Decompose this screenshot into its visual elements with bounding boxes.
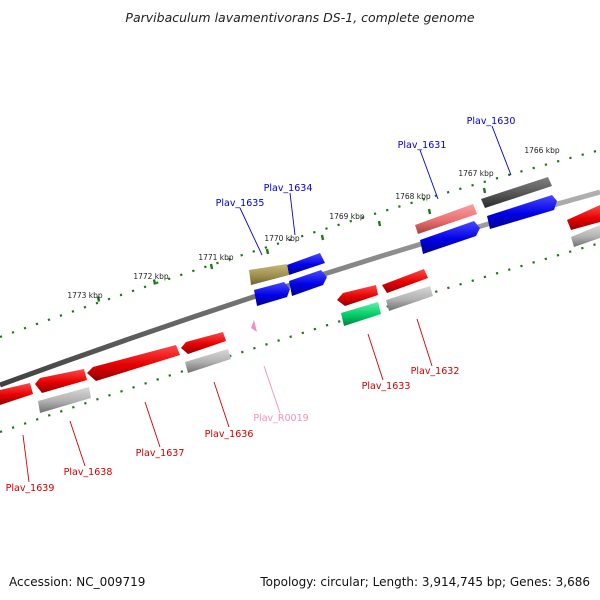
outer-ruler-major-ticks (96, 187, 487, 302)
gene-arrow-edge-red[interactable] (567, 205, 600, 230)
label-leader-lines (22, 125, 512, 483)
leader-plav-1637 (144, 401, 161, 448)
gene-label-plav-r0019[interactable]: Plav_R0019 (253, 413, 308, 424)
gene-arrow-plav-1639[interactable] (0, 383, 33, 405)
leader-plav-1635 (239, 207, 263, 256)
gene-arrow-plav-1633-upper[interactable] (337, 285, 378, 306)
leader-plav-1633 (367, 333, 384, 381)
leader-plav-1632 (416, 318, 433, 367)
outer-ruler-track (0, 148, 600, 339)
leader-plav-1634 (289, 192, 296, 236)
gene-arrow-plav-1634-lower[interactable] (289, 270, 327, 296)
gene-arrow-plav-1638[interactable] (38, 387, 91, 413)
genome-summary-text: Topology: circular; Length: 3,914,745 bp… (259, 575, 590, 589)
gene-arrow-edge-gray[interactable] (571, 225, 600, 247)
tick-label-1772: 1772 kbp (133, 272, 169, 281)
tick-label-1773: 1773 kbp (67, 291, 103, 300)
tick-label-1766: 1766 kbp (524, 146, 560, 155)
gene-arrow-plav-1635[interactable] (254, 282, 290, 306)
tick-label-1768: 1768 kbp (395, 192, 431, 201)
outer-feature-row (249, 177, 600, 306)
gene-arrow-plav-1632[interactable] (382, 269, 428, 293)
gene-labels: Plav_1630 Plav_1631 Plav_1632 Plav_1633 … (6, 116, 516, 494)
leader-plav-1636 (213, 381, 230, 428)
inner-ruler-track (0, 241, 600, 434)
gene-arrow-plav-1633[interactable] (341, 302, 381, 326)
gene-label-plav-1630[interactable]: Plav_1630 (467, 116, 516, 127)
gene-arrow-plav-1631[interactable] (420, 221, 480, 254)
accession-text: Accession: NC_009719 (9, 575, 145, 589)
gene-label-plav-1639[interactable]: Plav_1639 (6, 483, 55, 494)
gene-arrow-plav-1630[interactable] (487, 195, 557, 229)
tick-label-1767: 1767 kbp (458, 169, 494, 178)
leader-plav-1631 (419, 149, 439, 200)
gene-label-plav-1631[interactable]: Plav_1631 (398, 140, 447, 151)
gene-label-plav-1632[interactable]: Plav_1632 (411, 366, 460, 377)
map-title: Parvibaculum lavamentivorans DS-1, compl… (125, 10, 474, 25)
leader-plav-1630 (491, 125, 512, 176)
gene-arrow-plav-1631-upper[interactable] (415, 204, 477, 234)
tick-label-1769: 1769 kbp (329, 212, 365, 221)
tick-label-1770: 1770 kbp (264, 234, 300, 243)
leader-plav-r0019 (263, 365, 281, 414)
gene-label-plav-1634[interactable]: Plav_1634 (264, 183, 313, 194)
inner-feature-row (0, 269, 433, 413)
gene-arrow-plav-1636[interactable] (185, 349, 231, 373)
gene-arrow-plav-1630-upper[interactable] (481, 177, 552, 208)
leader-plav-1638 (69, 420, 86, 467)
gene-label-plav-1636[interactable]: Plav_1636 (205, 429, 254, 440)
tick-label-1771: 1771 kbp (198, 253, 234, 262)
gene-arrow-plav-1638-upper[interactable] (35, 369, 87, 393)
gene-label-plav-1638[interactable]: Plav_1638 (64, 467, 113, 478)
gene-arrow-plav-1632-lower[interactable] (386, 286, 433, 311)
gene-label-plav-1633[interactable]: Plav_1633 (362, 381, 411, 392)
gene-arrow-plav-1636-upper[interactable] (181, 332, 226, 354)
leader-plav-1639 (22, 434, 30, 483)
gene-arrow-plav-1635-upper[interactable] (249, 264, 289, 285)
gene-arrow-plav-1634[interactable] (287, 253, 325, 275)
gene-arrow-plav-1637[interactable] (87, 345, 180, 381)
rna-marker-plav-r0019[interactable] (251, 320, 257, 332)
ruler-tick-labels: 1766 kbp 1767 kbp 1768 kbp 1769 kbp 1770… (67, 146, 560, 300)
gene-label-plav-1637[interactable]: Plav_1637 (136, 448, 185, 459)
gene-label-plav-1635[interactable]: Plav_1635 (216, 198, 265, 209)
